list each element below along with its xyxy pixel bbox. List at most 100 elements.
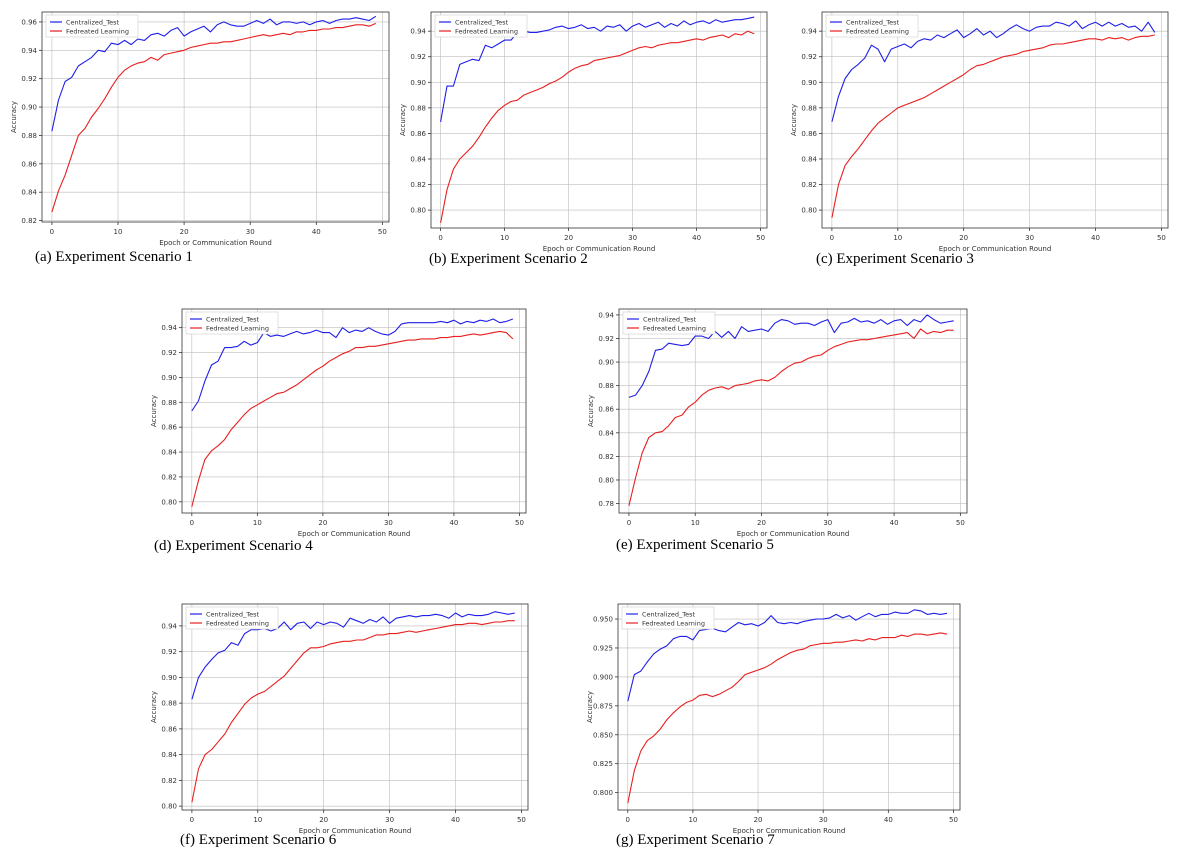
chart-e-ytick-label-1: 0.80 <box>598 476 614 484</box>
chart-b-xtick-label-5: 50 <box>756 234 765 242</box>
chart-f-ytick-label-5: 0.90 <box>161 674 177 682</box>
chart-b-series-centralized-line <box>440 16 755 122</box>
chart-f-svg: 0 10 20 30 40 50 0.80 0.82 0.84 0.86 0.88 0.90 0.92 0… <box>150 603 529 835</box>
chart-d-ytick-label-4: 0.88 <box>161 399 177 407</box>
chart-c-legend-label-0: Centralized_Test <box>846 19 900 27</box>
chart-g-caption: (g) Experiment Scenario 7 <box>616 832 775 848</box>
chart-a-caption: (a) Experiment Scenario 1 <box>35 249 193 265</box>
chart-e-ytick-label-8: 0.94 <box>598 311 614 319</box>
chart-c-xtick-label-5: 50 <box>1157 234 1166 242</box>
chart-b-xtick-label-2: 20 <box>564 234 573 242</box>
chart-b-ytick-label-2: 0.84 <box>410 155 426 163</box>
chart-a-legend-label-0: Centralized_Test <box>66 19 120 27</box>
chart-b-frame <box>430 11 768 229</box>
chart-g-ytick-label-5: 0.925 <box>593 644 613 652</box>
chart-e-legend-box <box>622 311 716 335</box>
chart-a-ytick-label-5: 0.92 <box>21 75 37 83</box>
chart-g-xtick-label-3: 30 <box>819 816 828 824</box>
chart-c-ylabel: Accuracy <box>790 104 798 136</box>
chart-a-ytick-label-1: 0.84 <box>21 189 37 197</box>
chart-a-xlabel: Epoch or Communication Round <box>159 239 272 247</box>
chart-b-legend-label-0: Centralized_Test <box>455 19 509 27</box>
chart-e-grid <box>619 309 967 513</box>
chart-f-xtick-label-2: 20 <box>319 816 328 824</box>
chart-d-ytick-label-3: 0.86 <box>161 424 177 432</box>
chart-g-series-federated-line <box>627 632 948 804</box>
chart-e-legend-label-1: Fedreated Learning <box>643 325 706 333</box>
chart-f-xtick-label-0: 0 <box>190 816 194 824</box>
chart-a-xtick-label-0: 0 <box>50 228 54 236</box>
chart-g-xtick-label-1: 10 <box>688 816 697 824</box>
chart-a-series-centralized-line <box>51 15 377 132</box>
chart-d-xtick-label-3: 30 <box>384 519 393 527</box>
chart-b-ytick-label-5: 0.90 <box>410 79 426 87</box>
chart-d-frame <box>181 308 527 514</box>
chart-b-series-federated-line <box>440 30 755 224</box>
chart-d-series-federated-line <box>191 330 514 507</box>
chart-a-ytick-label-7: 0.96 <box>21 18 37 26</box>
chart-e-frame <box>618 308 968 514</box>
chart-a-legend-box <box>45 14 139 38</box>
chart-f-legend-box <box>185 606 279 630</box>
chart-g-legend-box <box>621 606 715 630</box>
chart-c-series-centralized-line <box>831 20 1156 123</box>
chart-b-ytick-label-0: 0.80 <box>410 207 426 215</box>
chart-f-series-federated-line <box>191 620 515 803</box>
chart-g-ytick-label-0: 0.800 <box>593 789 613 797</box>
chart-e-svg: 0 10 20 30 40 50 0.78 0.80 0.82 0.84 0.86 0.88 0.90 0… <box>587 308 968 538</box>
chart-g-xtick-label-5: 50 <box>949 816 958 824</box>
chart-d-legend-box <box>185 311 279 335</box>
chart-d-ytick-label-0: 0.80 <box>161 498 177 506</box>
chart-c-xlabel: Epoch or Communication Round <box>939 245 1052 253</box>
chart-b-xlabel: Epoch or Communication Round <box>543 245 656 253</box>
chart-d-series-centralized-line <box>191 318 514 412</box>
chart-c-ytick-label-0: 0.80 <box>801 207 817 215</box>
chart-g-ylabel: Accuracy <box>586 691 594 723</box>
chart-panel-a: 0 10 20 30 40 50 0.82 0.84 0.86 0.88 0.90 0.92 0.94 0… <box>6 6 396 265</box>
chart-g-ytick-label-6: 0.950 <box>593 616 613 624</box>
chart-e-xtick-label-2: 20 <box>757 519 766 527</box>
chart-a-legend-label-1: Fedreated Learning <box>66 28 129 36</box>
chart-a-ytick-label-4: 0.90 <box>21 104 37 112</box>
chart-f-xtick-label-5: 50 <box>517 816 526 824</box>
chart-panel-d: 0 10 20 30 40 50 0.80 0.82 0.84 0.86 0.88 0.90 0.92 0… <box>148 303 530 563</box>
chart-c-xtick-label-0: 0 <box>830 234 834 242</box>
chart-c-ytick-label-3: 0.86 <box>801 130 817 138</box>
chart-c-svg: 0 10 20 30 40 50 0.80 0.82 0.84 0.86 0.88 0.90 0.92 0… <box>790 11 1169 253</box>
chart-d-legend-label-1: Fedreated Learning <box>206 325 269 333</box>
chart-a-grid <box>42 12 389 222</box>
chart-c-grid <box>822 12 1168 228</box>
chart-a-ytick-label-0: 0.82 <box>21 217 37 225</box>
chart-f-xlabel: Epoch or Communication Round <box>299 827 412 835</box>
chart-d-caption: (d) Experiment Scenario 4 <box>154 538 313 554</box>
chart-b-xtick-label-0: 0 <box>438 234 442 242</box>
chart-e-xtick-label-5: 50 <box>956 519 965 527</box>
chart-panel-f: 0 10 20 30 40 50 0.80 0.82 0.84 0.86 0.88 0.90 0.92 0… <box>148 598 538 862</box>
chart-e-ytick-label-7: 0.92 <box>598 335 614 343</box>
chart-g-ytick-label-2: 0.850 <box>593 731 613 739</box>
chart-d-xlabel: Epoch or Communication Round <box>298 530 411 538</box>
chart-c-ytick-label-6: 0.92 <box>801 53 817 61</box>
chart-g-ytick-label-4: 0.900 <box>593 673 613 681</box>
chart-e-legend-label-0: Centralized_Test <box>643 316 697 324</box>
chart-panel-c: 0 10 20 30 40 50 0.80 0.82 0.84 0.86 0.88 0.90 0.92 0… <box>788 6 1173 267</box>
chart-d-xtick-label-0: 0 <box>190 519 194 527</box>
chart-c-xtick-label-4: 40 <box>1091 234 1100 242</box>
chart-d-ylabel: Accuracy <box>150 395 158 427</box>
chart-b-ytick-label-3: 0.86 <box>410 130 426 138</box>
chart-g-svg: 0 10 20 30 40 50 0.800 0.825 0.850 0.875 0.900 0.92… <box>586 603 961 835</box>
chart-f-caption: (f) Experiment Scenario 6 <box>180 832 337 848</box>
chart-c-ytick-label-5: 0.90 <box>801 79 817 87</box>
chart-d-ytick-label-7: 0.94 <box>161 324 177 332</box>
chart-b-ytick-label-7: 0.94 <box>410 28 426 36</box>
chart-g-xtick-label-4: 40 <box>884 816 893 824</box>
chart-b-ytick-label-6: 0.92 <box>410 53 426 61</box>
chart-g-xtick-label-0: 0 <box>626 816 630 824</box>
chart-c-ytick-label-4: 0.88 <box>801 104 817 112</box>
chart-e-xtick-label-3: 30 <box>823 519 832 527</box>
